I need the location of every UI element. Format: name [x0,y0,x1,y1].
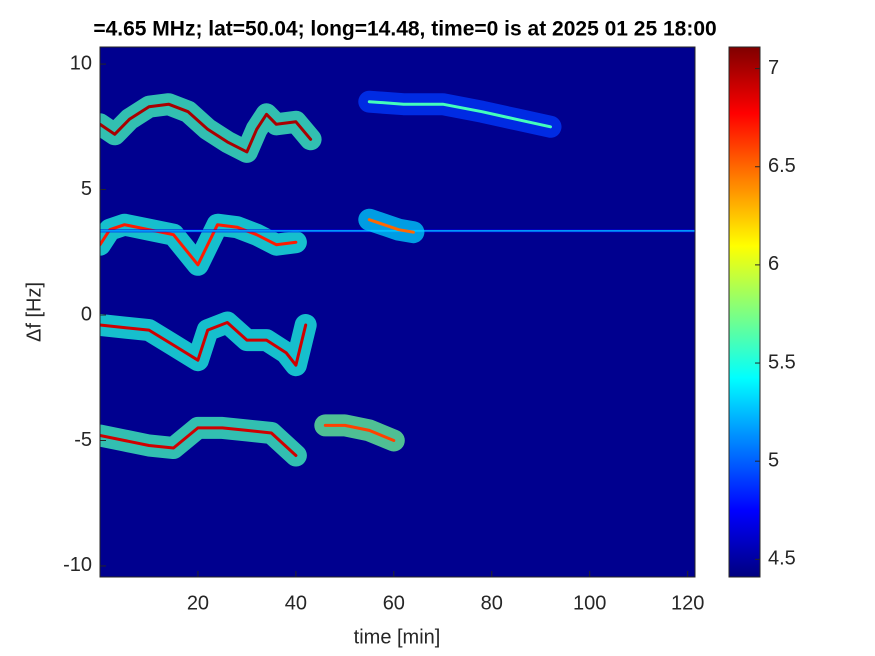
traces [100,90,695,467]
x-tick-label: 100 [573,592,606,614]
x-axis-label: time [min] [354,626,441,648]
colorbar-tick-label: 6.5 [768,155,796,177]
colorbar-tick-label: 6 [768,253,779,275]
axes-box [99,46,696,578]
y-axis-label: Δf [Hz] [23,282,45,342]
trace [323,423,396,442]
colorbar-tick-label: 5 [768,449,779,471]
trace [100,426,298,457]
x-tick-label: 120 [671,592,704,614]
y-tick-label: 0 [81,303,92,325]
colorbar-tick-label: 4.5 [768,548,796,570]
x-tick-label: 80 [481,592,503,614]
x-tick-label: 40 [285,592,307,614]
trace [367,218,415,234]
y-tick-label: 5 [81,178,92,200]
chart-title: =4.65 MHz; lat=50.04; long=14.48, time=0… [93,18,716,41]
trace [100,321,308,367]
y-tick-label: 10 [70,52,92,74]
trace [367,100,552,129]
y-tick-label: -5 [74,429,92,451]
colorbar [728,46,761,578]
colorbar-tick-label: 7 [768,57,779,79]
trace [100,102,313,154]
x-tick-label: 60 [383,592,405,614]
y-tick-label: -10 [63,554,92,576]
trace [100,223,298,267]
x-tick-label: 20 [187,592,209,614]
colorbar-tick-label: 5.5 [768,351,796,373]
